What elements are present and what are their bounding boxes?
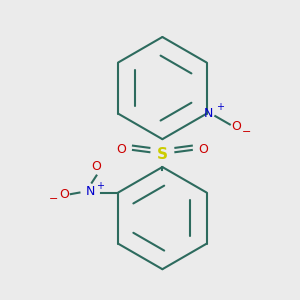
Text: −: − <box>48 194 58 204</box>
Text: N: N <box>203 107 213 120</box>
Text: N: N <box>85 184 95 197</box>
Text: +: + <box>216 102 224 112</box>
Text: O: O <box>231 119 241 133</box>
Text: O: O <box>198 142 208 156</box>
Text: +: + <box>97 181 104 191</box>
Text: O: O <box>92 160 101 173</box>
Text: O: O <box>59 188 69 201</box>
Text: −: − <box>242 127 252 136</box>
Text: O: O <box>117 142 127 156</box>
Text: S: S <box>157 147 168 162</box>
